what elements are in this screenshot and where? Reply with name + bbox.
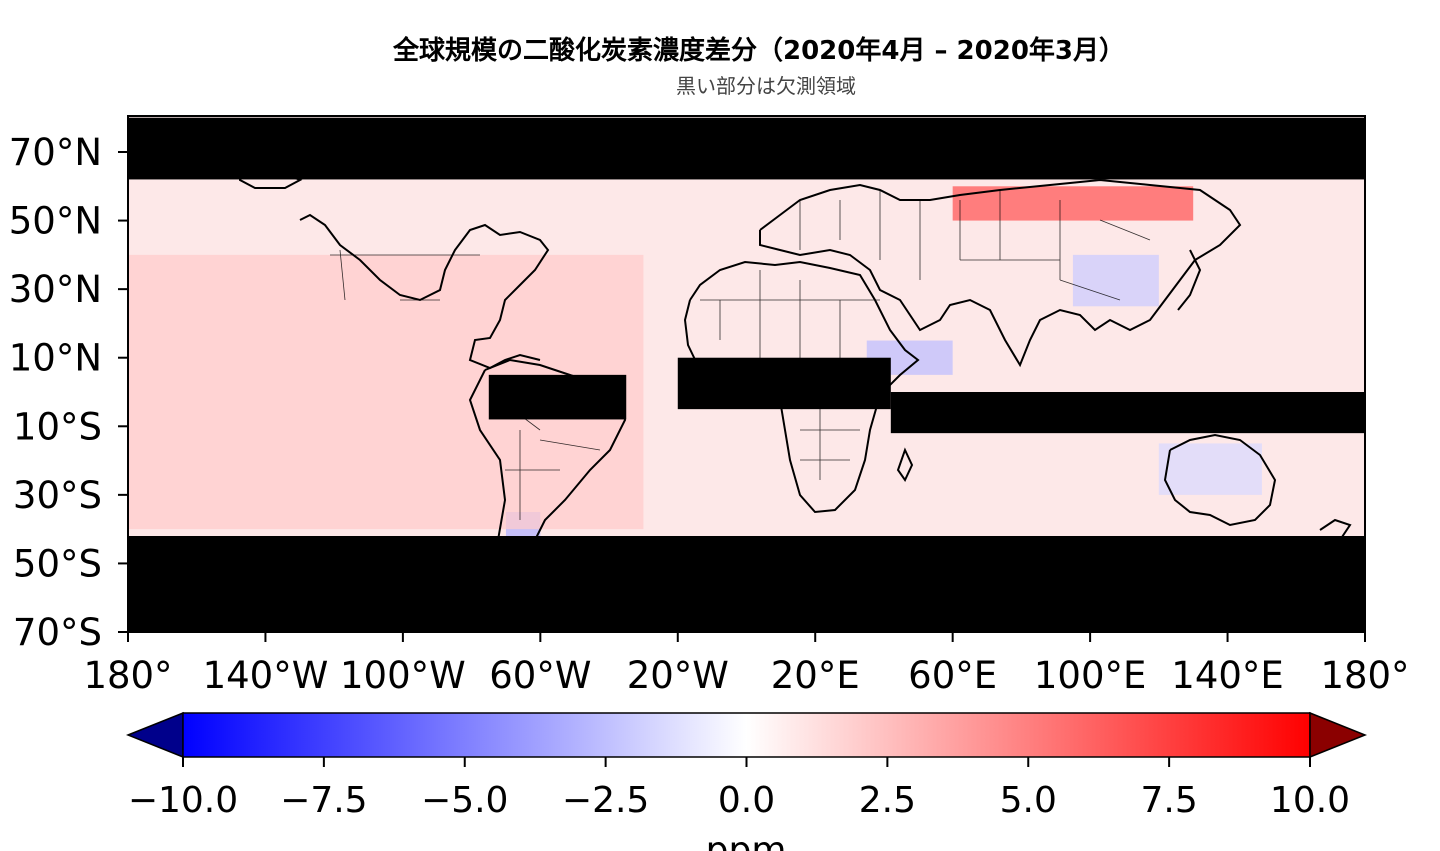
longitude-axis: 180° 140°W 100°W 60°W 20°W 20°E 60°E 100°E 140°E… xyxy=(83,632,1410,697)
map-panel xyxy=(127,115,1366,633)
south-america-coast xyxy=(468,358,627,587)
colorbar-tick-label: 2.5 xyxy=(859,780,916,821)
anomaly-china xyxy=(1072,254,1159,307)
japan-coast xyxy=(1177,249,1202,311)
lat-tick-label: 70°N xyxy=(9,131,102,174)
colorbar-tick-label: 5.0 xyxy=(1000,780,1057,821)
latitude-axis: 70°N 50°N 30°N 10°N 10°S 30°S 50°S 70°S xyxy=(9,131,128,654)
madagascar-coast xyxy=(896,447,914,482)
new-zealand-coast xyxy=(1319,518,1352,556)
missing-indian-ocean xyxy=(890,392,1365,434)
anomaly-siberia xyxy=(952,186,1194,221)
missing-north-polar xyxy=(128,117,1365,180)
border-lines-africa xyxy=(700,270,880,480)
lon-tick-label: 180° xyxy=(83,654,172,697)
coastlines xyxy=(239,163,1352,587)
north-america-coast xyxy=(299,213,550,370)
map-frame xyxy=(127,115,1366,633)
colorbar-unit-label: ppm xyxy=(706,830,787,851)
country-borders xyxy=(330,190,1151,520)
missing-amazon xyxy=(488,374,627,420)
lon-tick-label: 60°E xyxy=(908,654,997,697)
colorbar-tick-label: 7.5 xyxy=(1140,780,1197,821)
lon-tick-label: 20°W xyxy=(627,654,729,697)
colorbar-tick-label: 10.0 xyxy=(1270,780,1350,821)
colorbar-tick-label: −2.5 xyxy=(562,780,649,821)
colorbar-tick-label: −10.0 xyxy=(128,780,238,821)
lat-tick-label: 10°N xyxy=(9,337,102,380)
lat-tick-label: 50°S xyxy=(13,542,102,585)
lon-tick-label: 140°W xyxy=(203,654,329,697)
missing-layer xyxy=(128,117,1365,632)
colorbar-gradient xyxy=(182,712,1311,758)
lon-tick-label: 100°E xyxy=(1034,654,1147,697)
chart-subtitle: 黒い部分は欠測領域 xyxy=(676,74,856,98)
colorbar-tick-label: −5.0 xyxy=(421,780,508,821)
lon-tick-label: 20°E xyxy=(771,654,860,697)
colorbar-extend-min xyxy=(125,711,184,759)
lat-tick-label: 30°N xyxy=(9,268,102,311)
lon-tick-label: 140°E xyxy=(1171,654,1284,697)
lat-tick-label: 70°S xyxy=(13,611,102,654)
lon-tick-label: 60°W xyxy=(489,654,591,697)
border-lines-eurasia xyxy=(799,190,1151,301)
greenland-coast xyxy=(239,163,303,189)
colorbar: −10.0 −7.5 −5.0 −2.5 0.0 2.5 5.0 7.5 10.0 ppm xyxy=(125,711,1368,851)
colorbar-extend-max xyxy=(1309,711,1368,759)
lat-tick-label: 30°S xyxy=(13,474,102,517)
missing-southern-ocean xyxy=(128,536,1365,632)
australia-coast xyxy=(1163,433,1277,527)
anomaly-australia xyxy=(1158,443,1262,495)
africa-coast xyxy=(683,260,920,514)
lat-tick-label: 50°N xyxy=(9,200,102,243)
colorbar-tick-label: −7.5 xyxy=(280,780,367,821)
lon-tick-label: 180° xyxy=(1320,654,1409,697)
eurasia-coast xyxy=(759,178,1242,368)
lat-tick-label: 10°S xyxy=(13,405,102,448)
colorbar-tick-label: 0.0 xyxy=(718,780,775,821)
colorbar-ticks: −10.0 −7.5 −5.0 −2.5 0.0 2.5 5.0 7.5 10.0 xyxy=(128,757,1350,821)
missing-central-africa xyxy=(677,357,891,410)
chart-title: 全球規模の二酸化炭素濃度差分（2020年4月 – 2020年3月） xyxy=(392,36,1125,66)
lon-tick-label: 100°W xyxy=(340,654,466,697)
border-lines-americas xyxy=(330,249,601,520)
